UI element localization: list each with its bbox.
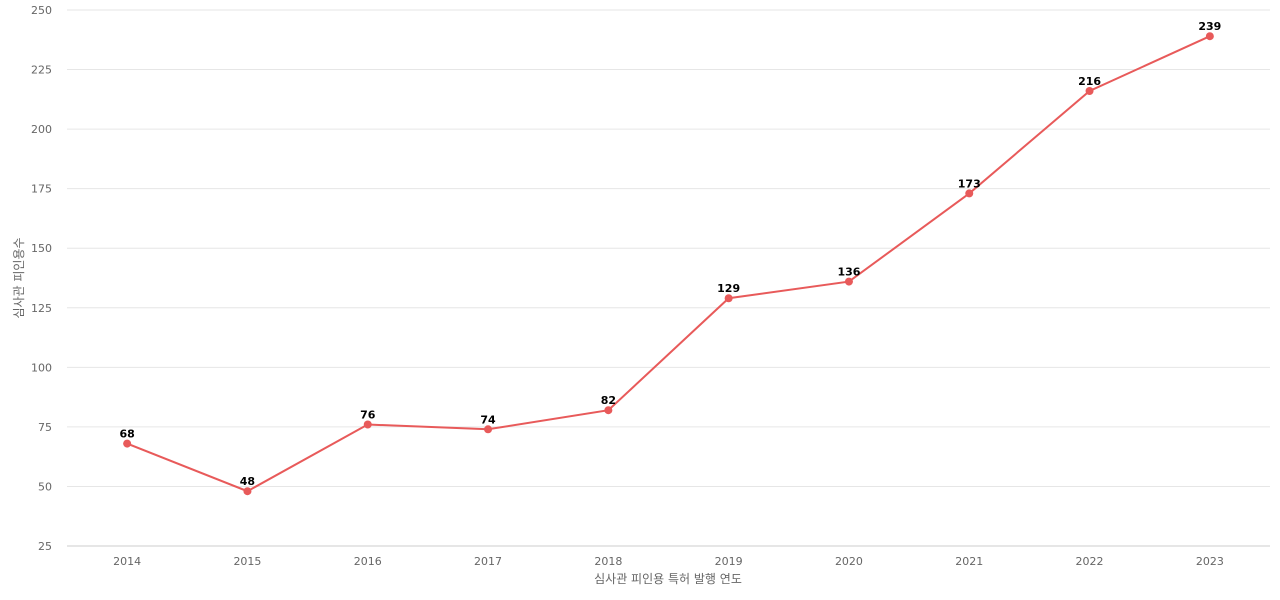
data-point[interactable]	[604, 406, 613, 415]
data-labels: 68 48 76 74 82 129 136 173 216 239	[119, 20, 1221, 488]
data-point[interactable]	[724, 294, 733, 303]
data-label: 129	[717, 282, 740, 295]
y-tick-label: 75	[38, 421, 52, 434]
data-point[interactable]	[484, 425, 493, 434]
x-axis-title: 심사관 피인용 특허 발행 연도	[594, 571, 742, 586]
x-tick-label: 2019	[715, 555, 743, 568]
data-point[interactable]	[844, 277, 853, 286]
data-label: 48	[240, 475, 255, 488]
data-point[interactable]	[1085, 86, 1094, 95]
data-point[interactable]	[243, 487, 252, 496]
data-label: 239	[1198, 20, 1221, 33]
series-line	[126, 35, 1211, 493]
grid-lines	[67, 9, 1270, 487]
y-axis-title: 심사관 피인용수	[12, 237, 26, 318]
data-point[interactable]	[123, 439, 132, 448]
y-tick-label: 175	[31, 183, 52, 196]
data-label: 74	[480, 413, 496, 426]
x-tick-label: 2020	[835, 555, 863, 568]
data-label: 68	[119, 428, 134, 441]
data-label: 136	[837, 266, 860, 279]
y-tick-label: 200	[31, 123, 52, 136]
x-tick-label: 2018	[594, 555, 622, 568]
y-tick-label: 225	[31, 64, 52, 77]
y-tick-label: 150	[31, 242, 52, 255]
y-axis-ticks: 25 50 75 100 125 150 175 200 225 250	[31, 4, 52, 553]
series-layer	[123, 32, 1214, 496]
data-point[interactable]	[363, 420, 372, 429]
x-tick-label: 2015	[233, 555, 261, 568]
data-label: 216	[1078, 75, 1101, 88]
x-tick-label: 2016	[354, 555, 382, 568]
x-tick-label: 2021	[955, 555, 983, 568]
x-tick-label: 2022	[1076, 555, 1104, 568]
x-tick-label: 2014	[113, 555, 141, 568]
data-label: 173	[958, 177, 981, 190]
data-label: 82	[601, 394, 616, 407]
data-label: 76	[360, 409, 376, 422]
y-tick-label: 125	[31, 302, 52, 315]
x-tick-label: 2023	[1196, 555, 1224, 568]
y-tick-label: 50	[38, 480, 52, 493]
x-tick-label: 2017	[474, 555, 502, 568]
y-tick-label: 25	[38, 540, 52, 553]
data-point[interactable]	[1205, 32, 1214, 41]
y-tick-label: 100	[31, 361, 52, 374]
data-point[interactable]	[965, 189, 974, 198]
y-tick-label: 250	[31, 4, 52, 17]
x-axis-ticks: 2014 2015 2016 2017 2018 2019 2020 2021 2022 2023	[113, 555, 1224, 568]
